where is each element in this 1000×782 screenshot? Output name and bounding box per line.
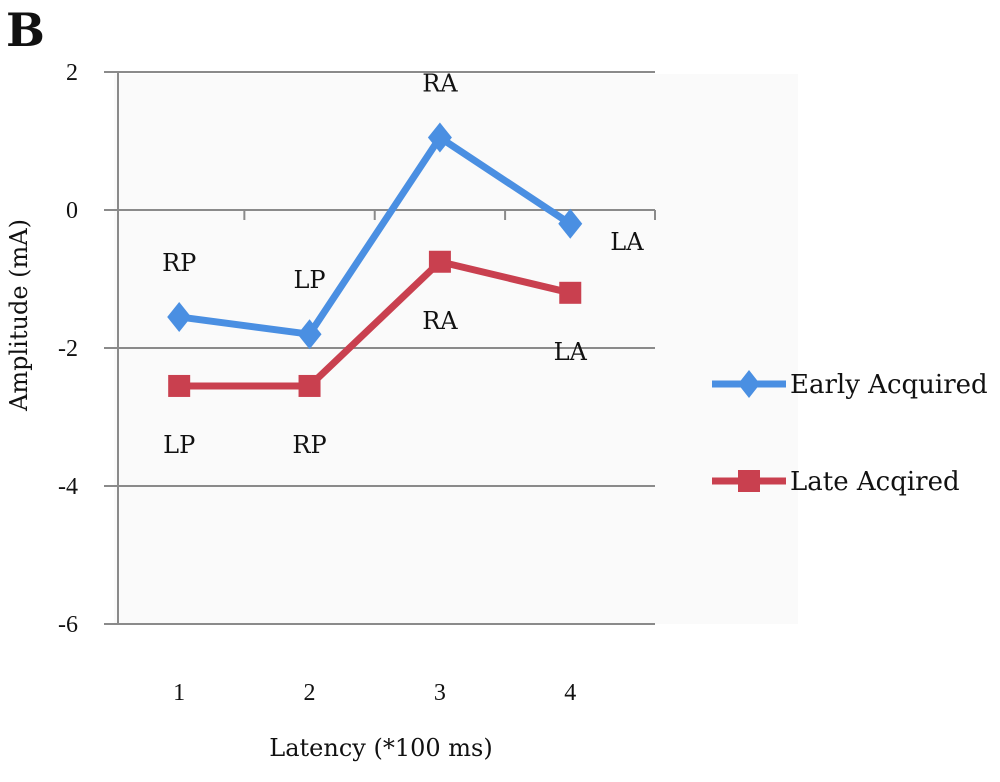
y-tick-label: 2 <box>66 60 78 86</box>
y-axis-title: Amplitude (mA) <box>5 219 33 412</box>
point-label: RA <box>422 307 458 335</box>
x-axis-title: Latency (*100 ms) <box>269 734 492 762</box>
data-point <box>298 374 321 397</box>
data-point <box>297 319 322 350</box>
x-tick-label: 1 <box>173 680 185 706</box>
series-line <box>179 258 572 390</box>
y-tick-label: -2 <box>58 336 78 362</box>
series-layer <box>167 122 583 397</box>
data-point <box>428 250 451 273</box>
legend-label: Early Acquired <box>790 370 988 400</box>
panel-label: B <box>6 3 45 57</box>
gridlines <box>114 71 655 625</box>
y-tick-label: -6 <box>58 612 78 638</box>
point-label: LA <box>554 338 588 366</box>
point-label: LP <box>163 431 195 459</box>
legend-marker <box>738 470 760 492</box>
legend-label: Late Acqired <box>790 467 960 497</box>
data-point <box>427 122 452 153</box>
x-tick-label: 2 <box>304 680 316 706</box>
data-point <box>558 208 583 239</box>
y-tick-labels: 2 0 -2 -4 -6 <box>58 60 78 638</box>
data-point <box>168 374 191 397</box>
point-label: LP <box>293 266 325 294</box>
x-tick-label: 4 <box>564 680 576 706</box>
point-label: LA <box>610 228 644 256</box>
series-line <box>178 134 573 338</box>
y-tick-label: -4 <box>58 474 78 500</box>
axes <box>104 71 656 625</box>
point-labels: RP LP RA LA LP RP RA LA <box>162 70 644 459</box>
data-point <box>559 281 582 304</box>
legend-marker <box>738 370 760 398</box>
y-tick-label: 0 <box>66 198 78 224</box>
x-tick-labels: 1 2 3 4 <box>173 680 576 706</box>
point-label: RA <box>422 70 458 98</box>
data-point <box>167 301 192 332</box>
x-tick-label: 3 <box>434 680 446 706</box>
point-label: RP <box>292 431 326 459</box>
point-label: RP <box>162 249 196 277</box>
legend: Early Acquired Late Acqired <box>712 370 988 497</box>
